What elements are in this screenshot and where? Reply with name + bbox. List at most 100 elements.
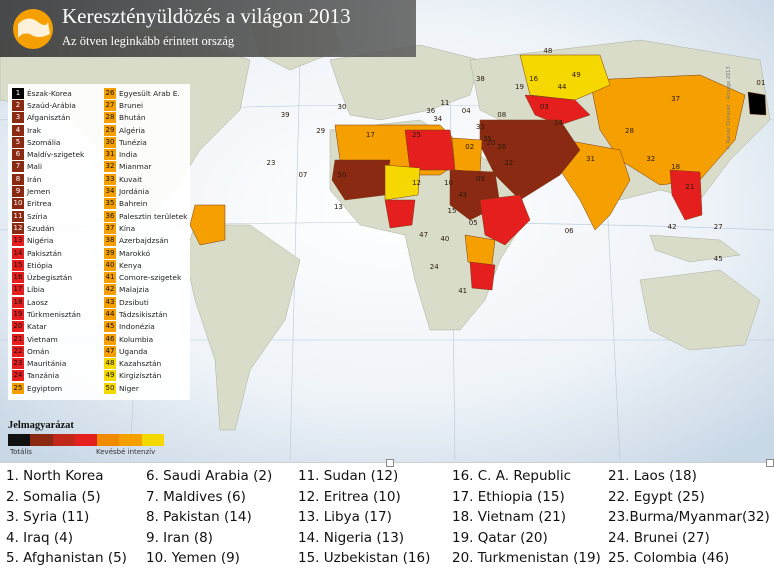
legend-country-name: Irán [27, 174, 42, 184]
legend-entry: 19 Türkmenisztán [12, 308, 84, 320]
legend-rank-swatch: 12 [12, 222, 24, 234]
legend-entry: 42 Malajzia [104, 284, 187, 296]
legend-column-left: 1 Észak-Korea 2 Szaúd-Arábia 3 Afganisztán 4 Ir… [12, 87, 84, 394]
ranking-entry: 22. Egypt (25) [608, 488, 705, 505]
scale-swatch [74, 434, 98, 446]
map-rank-label: 37 [671, 95, 680, 103]
legend-rank-swatch: 29 [104, 124, 116, 136]
ranking-column: 11. Sudan (12) 12. Eritrea (10) 13. Libya … [298, 466, 430, 569]
region-horn [479, 194, 531, 246]
legend-entry: 28 Bhután [104, 112, 187, 124]
legend-rank-swatch: 11 [12, 210, 24, 222]
ranking-entry: 3. Syria (11) [6, 509, 90, 525]
legend-rank-swatch: 19 [12, 308, 24, 320]
ranking-entry: 4. Iraq (4) [6, 529, 73, 546]
map-subtitle: Az ötven leginkább érintett ország [62, 34, 235, 48]
map-rank-label: 30 [337, 103, 346, 111]
map-rank-label: 10 [444, 179, 453, 187]
legend-country-name: Kazahsztán [119, 359, 162, 369]
ranking-entry: 19. Qatar (20) [452, 529, 548, 546]
legend-rank-swatch: 2 [12, 99, 24, 111]
map-rank-label: 35 [483, 135, 492, 143]
legend-rank-swatch: 14 [12, 247, 24, 259]
legend-entry: 41 Comore-szigetek [104, 271, 187, 284]
legend-rank-swatch: 44 [104, 308, 116, 320]
legend-entry: 40 Kenya [104, 259, 187, 271]
map-rank-label: 38 [476, 75, 485, 83]
legend-rank-swatch: 5 [12, 136, 24, 148]
map-rank-label: 16 [529, 75, 538, 83]
region-central-asia [524, 94, 591, 126]
legend-rank-swatch: 45 [104, 321, 116, 333]
region-north-korea [747, 91, 767, 116]
map-rank-label: 09 [476, 175, 485, 183]
region-tanzania [469, 261, 496, 291]
legend-country-name: Kirgizisztán [119, 371, 162, 381]
key-title: Jelmagyarázat [8, 420, 74, 431]
map-rank-label: 12 [412, 179, 421, 187]
ranking-entry: 10. Yemen (9) [146, 550, 240, 566]
ranking-entry: 24. Brunei (27) [608, 529, 710, 546]
map-rank-label: 36 [426, 107, 435, 115]
legend-country-name: Indonézia [119, 322, 155, 332]
legend-entry: 1 Észak-Korea [12, 87, 84, 99]
map-rank-label: 06 [565, 227, 574, 235]
legend-country-name: Kuvait [119, 174, 143, 184]
map-rank-label: 42 [668, 223, 677, 231]
ranking-entry: 1. North Korea [6, 468, 104, 484]
legend-country-name: Kolumbia [119, 334, 154, 344]
legend-rank-swatch: 41 [104, 272, 116, 284]
region-nigeria [384, 199, 416, 229]
legend-entry: 25 Egyiptom [12, 382, 84, 394]
legend-rank-swatch: 22 [12, 345, 24, 357]
legend-entry: 5 Szomália [12, 136, 84, 148]
map-rank-label: 20 [487, 139, 496, 147]
legend-rank-swatch: 34 [104, 186, 116, 198]
legend-entry: 21 Vietnam [12, 333, 84, 345]
scale-swatch [52, 434, 75, 446]
legend-country-name: Egyiptom [27, 383, 63, 393]
legend-rank-swatch: 38 [104, 235, 116, 247]
map-rank-label: 17 [366, 131, 375, 139]
legend-rank-swatch: 1 [12, 87, 24, 99]
region-india [559, 139, 631, 231]
legend-rank-swatch: 23 [12, 358, 24, 370]
legend-country-name: Katar [27, 322, 47, 332]
ranking-entry: 15. Uzbekistan (16) [298, 550, 431, 566]
region-southeast-asia [669, 169, 703, 221]
legend-country-name: Omán [27, 346, 50, 356]
map-rank-label: 15 [448, 207, 457, 215]
legend-country-name: Észak-Korea [27, 88, 72, 98]
legend-entry: 29 Algéria [104, 124, 187, 136]
map-rank-label: 50 [337, 171, 346, 179]
ranking-column: 16. C. A. Republic 17. Ethiopia (15) 18. V… [452, 466, 601, 569]
legend-entry: 32 Mianmar [104, 161, 187, 173]
legend-country-name: Türkmenisztán [27, 309, 81, 319]
legend-rank-swatch: 40 [104, 259, 116, 271]
map-rank-label: 18 [671, 163, 680, 171]
map-rank-label: 02 [465, 143, 474, 151]
ranking-entry: 23.Burma/Myanmar(32) [608, 509, 770, 525]
map-title: Keresztényüldözés a világon 2013 [62, 4, 351, 28]
legend-rank-swatch: 37 [104, 222, 116, 234]
legend-entry: 30 Tunézia [104, 136, 187, 148]
indonesia [649, 234, 741, 263]
legend-rank-swatch: 50 [104, 382, 116, 394]
map-rank-label: 25 [412, 131, 421, 139]
legend-entry: 3 Afganisztán [12, 112, 84, 124]
legend-country-name: Azerbajdzsán [119, 236, 169, 246]
resize-handle[interactable] [386, 459, 394, 467]
legend-entry: 26 Egyesült Arab E. [104, 87, 187, 99]
legend-country-name: Kenya [119, 260, 142, 270]
map-rank-label: 05 [469, 219, 478, 227]
legend-country-name: Jordánia [119, 187, 150, 197]
scale-swatch [8, 434, 31, 446]
ranking-entry: 12. Eritrea (10) [298, 488, 401, 505]
ranking-entry: 14. Nigeria (13) [298, 529, 405, 546]
legend-entry: 7 Mali [12, 161, 84, 173]
legend-entry: 18 Laosz [12, 296, 84, 308]
legend-entry: 2 Szaúd-Arábia [12, 99, 84, 111]
legend-rank-swatch: 9 [12, 186, 24, 198]
persecution-regions [189, 54, 767, 291]
map-rank-label: 48 [543, 47, 552, 55]
